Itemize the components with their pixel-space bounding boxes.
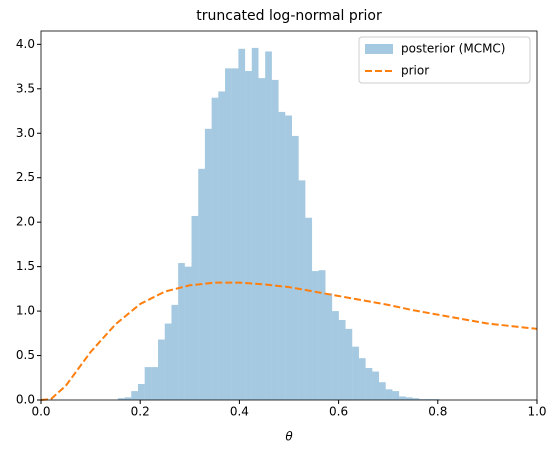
histogram-bar <box>211 97 219 401</box>
x-tick-label: 1.0 <box>527 405 546 419</box>
histogram-bar <box>345 328 353 400</box>
histogram-bar <box>151 367 159 400</box>
y-tick-label: 3.0 <box>16 126 35 140</box>
histogram-bar <box>158 339 165 400</box>
legend-swatch <box>365 44 393 54</box>
legend-label: prior <box>401 64 429 78</box>
histogram-bar <box>285 115 292 400</box>
y-tick-label: 4.0 <box>16 37 35 51</box>
histogram-bar <box>379 382 386 400</box>
y-tick-label: 2.5 <box>16 170 35 184</box>
histogram-bar <box>231 68 239 401</box>
histogram-bar <box>338 319 346 400</box>
histogram-bar <box>365 367 373 400</box>
histogram-bar <box>258 78 266 400</box>
histogram-bar <box>144 367 152 400</box>
histogram-bar <box>305 217 313 400</box>
histogram-bar <box>218 91 226 401</box>
histogram-bar <box>271 79 279 400</box>
prior-line <box>40 281 538 401</box>
histogram-bar <box>131 391 138 400</box>
y-tick-label: 1.0 <box>16 304 35 318</box>
histogram-bar <box>399 396 406 400</box>
chart-title: truncated log-normal prior <box>196 8 382 24</box>
histogram-bar <box>352 346 359 400</box>
histogram-bar <box>312 271 319 400</box>
histogram-bar <box>318 270 326 400</box>
histogram-bar <box>332 311 339 400</box>
x-tick-label: 0.8 <box>428 405 447 419</box>
histogram-bar <box>278 111 286 400</box>
histogram-bar <box>178 263 185 400</box>
x-tick-label: 0.4 <box>230 405 249 419</box>
histogram-bar <box>419 399 426 400</box>
histogram-bar <box>358 358 366 400</box>
y-tick-label: 0.5 <box>16 348 35 362</box>
histogram-bar <box>117 398 125 400</box>
histogram-bar <box>265 51 272 401</box>
y-tick-label: 0.0 <box>16 393 35 407</box>
y-tick-label: 1.5 <box>16 259 35 273</box>
histogram-bar <box>251 47 259 400</box>
histogram-bar <box>137 383 145 400</box>
histogram-bar <box>191 215 199 400</box>
histogram-bar <box>291 135 299 401</box>
histogram-bar <box>412 398 420 400</box>
histogram-bar <box>425 399 433 400</box>
legend-label: posterior (MCMC) <box>401 42 505 56</box>
histogram-bar <box>372 371 380 400</box>
histogram-bar <box>164 323 172 400</box>
histogram-bar <box>298 180 306 400</box>
histogram-bar <box>184 266 192 400</box>
legend-box <box>358 36 531 84</box>
histogram-bar <box>385 389 393 400</box>
y-tick-label: 2.0 <box>16 215 35 229</box>
histogram-bar <box>432 399 440 400</box>
histogram-bar <box>325 293 333 400</box>
histogram-bar <box>124 397 132 400</box>
histogram-bar <box>238 48 246 400</box>
histogram-bar <box>171 304 179 400</box>
x-tick-label: 0.6 <box>329 405 348 419</box>
histogram-bar <box>204 128 212 400</box>
histogram-bar <box>405 397 413 400</box>
histogram-bar <box>245 71 252 400</box>
plot-frame <box>40 30 538 401</box>
y-tick-label: 3.5 <box>16 81 35 95</box>
x-axis-label: θ <box>285 430 293 444</box>
histogram-bar <box>392 391 400 400</box>
histogram-bar <box>225 68 232 401</box>
x-tick-label: 0.2 <box>131 405 150 419</box>
x-tick-label: 0.0 <box>31 405 50 419</box>
